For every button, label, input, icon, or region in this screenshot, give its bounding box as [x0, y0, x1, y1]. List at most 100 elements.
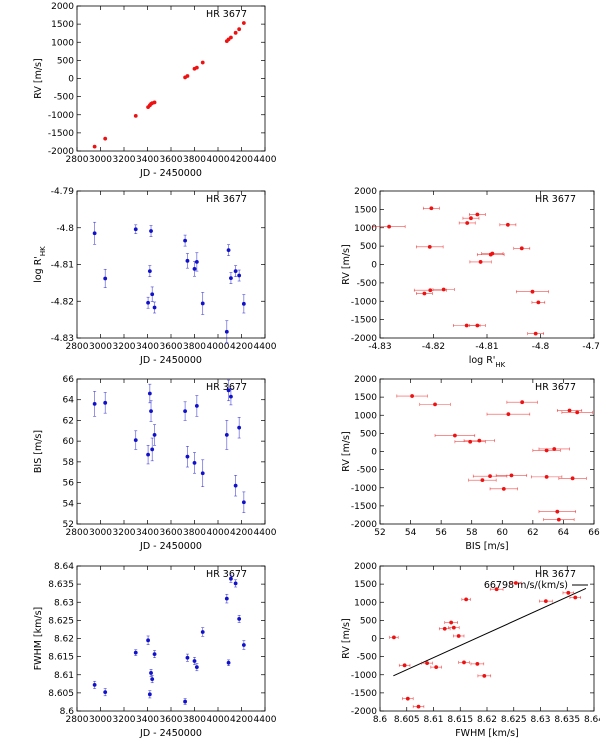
- y-tick-label: -1500: [351, 502, 377, 512]
- x-tick-label: 4000: [207, 155, 230, 165]
- y-tick-label: 1500: [354, 393, 377, 403]
- data-point: [501, 486, 506, 491]
- data-point: [150, 677, 155, 681]
- data-point: [224, 329, 229, 334]
- x-axis-label-main: FWHM [km/s]: [455, 728, 519, 739]
- x-axis-label: BIS [m/s]: [465, 541, 508, 552]
- y-tick-label: -2000: [351, 707, 377, 717]
- data-point: [464, 323, 469, 328]
- data-point: [226, 388, 231, 393]
- data-point: [233, 581, 238, 586]
- x-tick-label: 56: [435, 528, 447, 538]
- x-tick-label: 4200: [230, 715, 253, 725]
- y-axis-label-main: FWHM [km/s]: [33, 607, 44, 671]
- data-point: [150, 292, 155, 297]
- data-point: [482, 673, 487, 678]
- y-tick-label: -4.8: [56, 224, 74, 234]
- x-tick-label: 52: [374, 528, 385, 538]
- y-axis-label-main: RV [m/s]: [341, 618, 352, 658]
- star-name-label: HR 3677: [206, 382, 247, 393]
- x-tick-label: 2800: [66, 155, 89, 165]
- data-point: [442, 626, 447, 631]
- data-point: [241, 301, 246, 306]
- data-point: [149, 229, 153, 233]
- data-point: [192, 460, 197, 465]
- x-axis-label: JD - 2450000: [139, 728, 202, 739]
- x-tick-label: 3400: [136, 715, 159, 725]
- y-tick-label: 500: [360, 616, 377, 626]
- data-point: [506, 412, 511, 417]
- y-tick-label: 0: [371, 261, 377, 271]
- legend-label: 66798 m/s/(km/s): [484, 580, 568, 591]
- y-tick-label: 8.6: [60, 707, 75, 717]
- x-tick-label: 4200: [230, 155, 253, 165]
- x-tick-label: 3800: [183, 715, 206, 725]
- x-tick-label: 4000: [207, 342, 230, 352]
- data-point: [241, 500, 246, 505]
- data-point: [544, 448, 549, 453]
- x-tick-label: -4.82: [422, 342, 445, 352]
- data-point: [183, 238, 188, 243]
- x-axis-label-main: JD - 2450000: [139, 728, 202, 739]
- x-tick-label: 8.62: [477, 715, 497, 725]
- x-tick-label: 3800: [183, 528, 206, 538]
- y-tick-label: -500: [357, 466, 378, 476]
- data-point: [505, 222, 510, 227]
- y-tick-label: 56: [63, 479, 75, 489]
- data-point: [392, 635, 396, 640]
- data-point: [519, 246, 524, 251]
- x-tick-label: 3400: [136, 528, 159, 538]
- data-point: [509, 473, 514, 478]
- data-point: [543, 599, 548, 604]
- x-tick-label: 4400: [254, 715, 277, 725]
- y-axis-label-main: log R': [33, 256, 44, 283]
- x-tick-label: 64: [558, 528, 570, 538]
- y-tick-label: 0: [68, 75, 74, 85]
- x-tick-label: 3600: [160, 155, 183, 165]
- data-point: [185, 655, 190, 660]
- y-tick-label: 8.62: [54, 635, 74, 645]
- y-tick-label: -500: [357, 653, 378, 663]
- x-axis-label: JD - 2450000: [139, 355, 202, 366]
- y-axis-label: RV [m/s]: [341, 431, 352, 471]
- x-tick-label: 4000: [207, 715, 230, 725]
- data-point: [149, 409, 153, 414]
- y-axis-label-sub: HK: [39, 246, 47, 256]
- data-point: [103, 276, 108, 281]
- y-tick-label: -4.82: [51, 297, 74, 307]
- data-point: [233, 30, 238, 35]
- y-axis-label: BIS [m/s]: [33, 430, 44, 473]
- data-point: [402, 663, 407, 668]
- data-point: [226, 248, 231, 253]
- data-point: [200, 60, 205, 65]
- data-point: [456, 634, 461, 638]
- data-point: [185, 454, 190, 459]
- x-tick-label: 4400: [254, 155, 277, 165]
- data-point: [555, 509, 560, 514]
- x-tick-label: 2800: [66, 528, 89, 538]
- x-tick-label: 3200: [113, 155, 136, 165]
- data-point: [475, 661, 480, 666]
- x-tick-label: 2800: [66, 715, 89, 725]
- x-tick-label: -4.8: [532, 342, 550, 352]
- y-tick-label: -1000: [351, 297, 377, 307]
- data-point: [194, 404, 199, 408]
- data-point: [92, 231, 97, 236]
- chart-fwhm_time: 2800 3000 3200 3400 3600 3800 4000 4200 4400 8.6 8…: [33, 562, 277, 739]
- y-tick-label: 8.63: [54, 598, 74, 608]
- y-tick-label: 2000: [51, 2, 74, 12]
- y-tick-label: 1000: [51, 38, 74, 48]
- x-tick-label: -4.81: [475, 342, 498, 352]
- data-point: [513, 581, 518, 585]
- y-tick-label: 0: [371, 448, 377, 458]
- y-tick-label: 1500: [354, 580, 377, 590]
- y-tick-label: -1500: [351, 689, 377, 699]
- data-point: [192, 267, 197, 271]
- data-point: [464, 597, 469, 602]
- star-name-label: HR 3677: [206, 569, 247, 580]
- y-tick-label: 8.61: [54, 671, 74, 681]
- x-tick-label: 54: [405, 528, 417, 538]
- x-tick-label: 2800: [66, 342, 89, 352]
- data-point: [387, 224, 391, 229]
